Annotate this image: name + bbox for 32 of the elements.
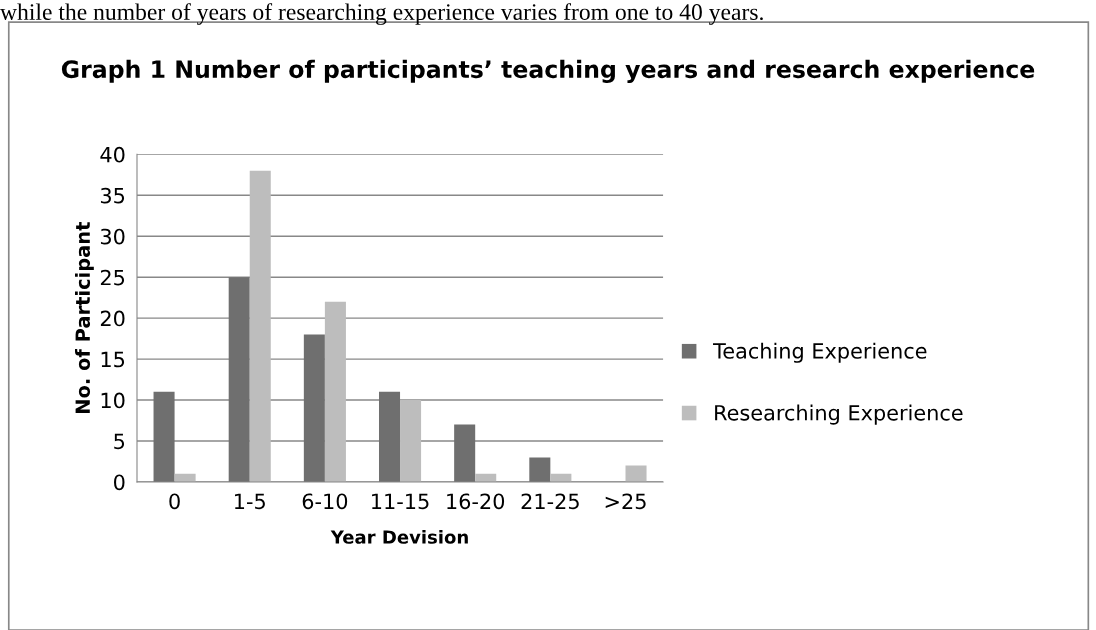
x-tick-label: 6-10: [302, 493, 348, 510]
x-tick-label: 11-15: [372, 493, 429, 510]
y-axis-title: No. of Participant: [75, 222, 94, 413]
x-tick-label: >25: [605, 493, 646, 510]
legend-label: Researching Experience: [715, 404, 963, 425]
y-tick-label: 30: [100, 228, 125, 245]
bar: [454, 424, 476, 482]
bar: [529, 457, 551, 482]
y-tick-label: 25: [100, 269, 125, 286]
legend-label: Teaching Experience: [713, 342, 927, 363]
x-tick-label: 1-5: [235, 493, 265, 510]
x-tick-label: 21-25: [521, 493, 579, 510]
y-tick-label: 35: [100, 187, 125, 204]
bar: [228, 277, 250, 482]
bar: [303, 334, 325, 482]
bar: [379, 391, 401, 482]
y-tick-label: 5: [114, 433, 125, 450]
bar: [324, 301, 346, 482]
y-tick-label: 10: [101, 392, 125, 409]
chart-title: Graph 1 Number of participants’ teaching years and research experience: [61, 59, 1035, 83]
bar: [625, 465, 647, 482]
y-tick-label: 40: [100, 146, 125, 163]
bar: [249, 170, 271, 482]
x-tick-label: 0: [169, 493, 180, 510]
x-axis-title: Year Devision: [330, 529, 468, 544]
y-tick-label: 15: [101, 351, 125, 368]
bar: [153, 391, 175, 482]
text: while the number of years of researching experience varies from one to 40 years.: [0, 3, 763, 25]
bar: [400, 400, 422, 482]
x-tick-label: 16-20: [447, 493, 505, 510]
y-tick-label: 20: [100, 310, 125, 327]
y-tick-label: 0: [114, 474, 125, 491]
